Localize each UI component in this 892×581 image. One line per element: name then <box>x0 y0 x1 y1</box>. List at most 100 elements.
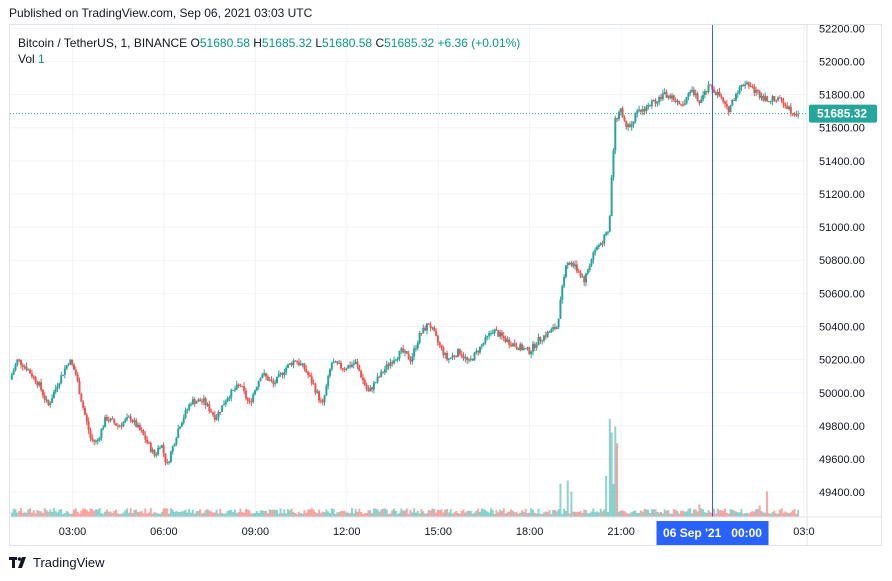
volume-bar <box>202 512 205 517</box>
volume-bar <box>411 512 414 517</box>
candle-body <box>354 361 357 364</box>
volume-bar <box>321 511 324 517</box>
candle-body <box>239 384 242 386</box>
y-tick-label: 49600.00 <box>819 454 865 466</box>
volume-bar <box>285 513 288 517</box>
volume-bar <box>80 510 83 517</box>
volume-bar <box>382 508 385 517</box>
candle-body <box>91 437 94 440</box>
volume-bar <box>548 509 551 517</box>
chart-panel[interactable]: 52200.00 52000.00 51800.00 51600.00 51400.00… <box>9 23 882 546</box>
candle-body <box>190 404 193 406</box>
volume-bar <box>239 508 242 517</box>
volume-bar <box>182 510 185 517</box>
overlays <box>10 25 807 517</box>
candle-body <box>323 395 326 403</box>
legend-volume-row: Vol 1 <box>18 51 520 67</box>
volume-bar <box>438 510 441 517</box>
volume-bar <box>378 511 381 517</box>
candle-body <box>155 454 158 456</box>
legend-symbol: Bitcoin / TetherUS, 1, BINANCE <box>18 36 188 50</box>
price-axis[interactable]: 52200.00 52000.00 51800.00 51600.00 51400.00… <box>806 23 877 545</box>
volume-bar <box>513 512 516 517</box>
candle-body <box>272 381 275 384</box>
volume-bar <box>639 510 642 517</box>
footer-brand[interactable]: TradingView <box>9 555 105 570</box>
volume-bar <box>769 513 772 517</box>
volume-bar <box>793 508 796 517</box>
candle-body <box>413 348 416 357</box>
candle-body <box>674 99 677 102</box>
volume-bar <box>775 513 778 517</box>
candle-body <box>513 343 516 347</box>
volume-bar <box>751 511 754 517</box>
volume-bar <box>592 508 595 517</box>
volume-bar <box>500 510 503 517</box>
candle-body <box>126 417 129 420</box>
volume-bar <box>54 511 57 517</box>
volume-bar <box>270 510 273 517</box>
candle-body <box>575 264 578 272</box>
candle-body <box>341 368 344 370</box>
candle-body <box>457 349 460 357</box>
volume-bar <box>387 513 390 517</box>
volume-bar <box>376 509 379 517</box>
candle-body <box>738 86 741 94</box>
candle-body <box>230 389 233 398</box>
candle-body <box>515 346 518 349</box>
volume-bar <box>336 512 339 517</box>
volume-bar <box>627 513 630 517</box>
x-tick-label: 12:00 <box>333 526 361 538</box>
volume-bar <box>153 512 156 517</box>
candle-body <box>279 373 282 375</box>
time-axis[interactable]: 03:0006:0009:0012:0015:0018:0021:0000:00… <box>10 516 881 545</box>
volume-bar <box>762 512 765 517</box>
volume-bar <box>361 513 364 517</box>
volume-bar <box>414 512 417 517</box>
volume-bar <box>466 511 469 517</box>
candle-body <box>692 89 695 96</box>
volume-bar <box>740 508 743 517</box>
volume-bar <box>416 510 419 517</box>
candle-body <box>109 418 112 421</box>
volume-bar <box>568 513 571 517</box>
volume-bar <box>396 513 399 517</box>
volume-bar <box>636 513 639 517</box>
volume-bar <box>714 513 717 517</box>
volume-bar <box>89 508 92 517</box>
candle-body <box>477 350 480 353</box>
candle-body <box>661 93 664 100</box>
volume-bar <box>62 513 65 517</box>
volume-bar <box>557 509 560 517</box>
candle-body <box>416 342 419 349</box>
volume-bar <box>788 512 791 517</box>
y-tick-label: 50000.00 <box>819 388 865 400</box>
volume-bar <box>486 511 489 517</box>
volume-bar <box>204 509 207 517</box>
volume-bar <box>45 510 48 517</box>
volume-bar <box>561 513 564 517</box>
candle-body <box>414 348 417 350</box>
volume-bar <box>283 509 286 517</box>
candle-body <box>69 359 72 365</box>
volume-bar <box>69 513 72 517</box>
volume-bar <box>475 510 478 517</box>
candle-body <box>663 92 666 94</box>
candlestick-chart[interactable]: 52200.00 52000.00 51800.00 51600.00 51400.00… <box>10 23 881 545</box>
volume-bar <box>199 509 202 517</box>
candle-body <box>275 376 278 384</box>
candle-body <box>539 337 542 341</box>
candle-body <box>204 398 207 406</box>
volume-bar <box>502 508 505 517</box>
volume-bar <box>700 508 703 517</box>
candle-body <box>718 91 721 97</box>
volume-bar <box>215 509 218 517</box>
volume-bar <box>403 510 406 517</box>
volume-bar <box>716 508 719 517</box>
volume-bar <box>407 513 410 517</box>
volume-bar <box>222 513 225 517</box>
volume-bar <box>243 512 246 517</box>
candle-body <box>707 84 710 92</box>
candle-body <box>160 445 163 448</box>
candle-body <box>10 374 13 380</box>
